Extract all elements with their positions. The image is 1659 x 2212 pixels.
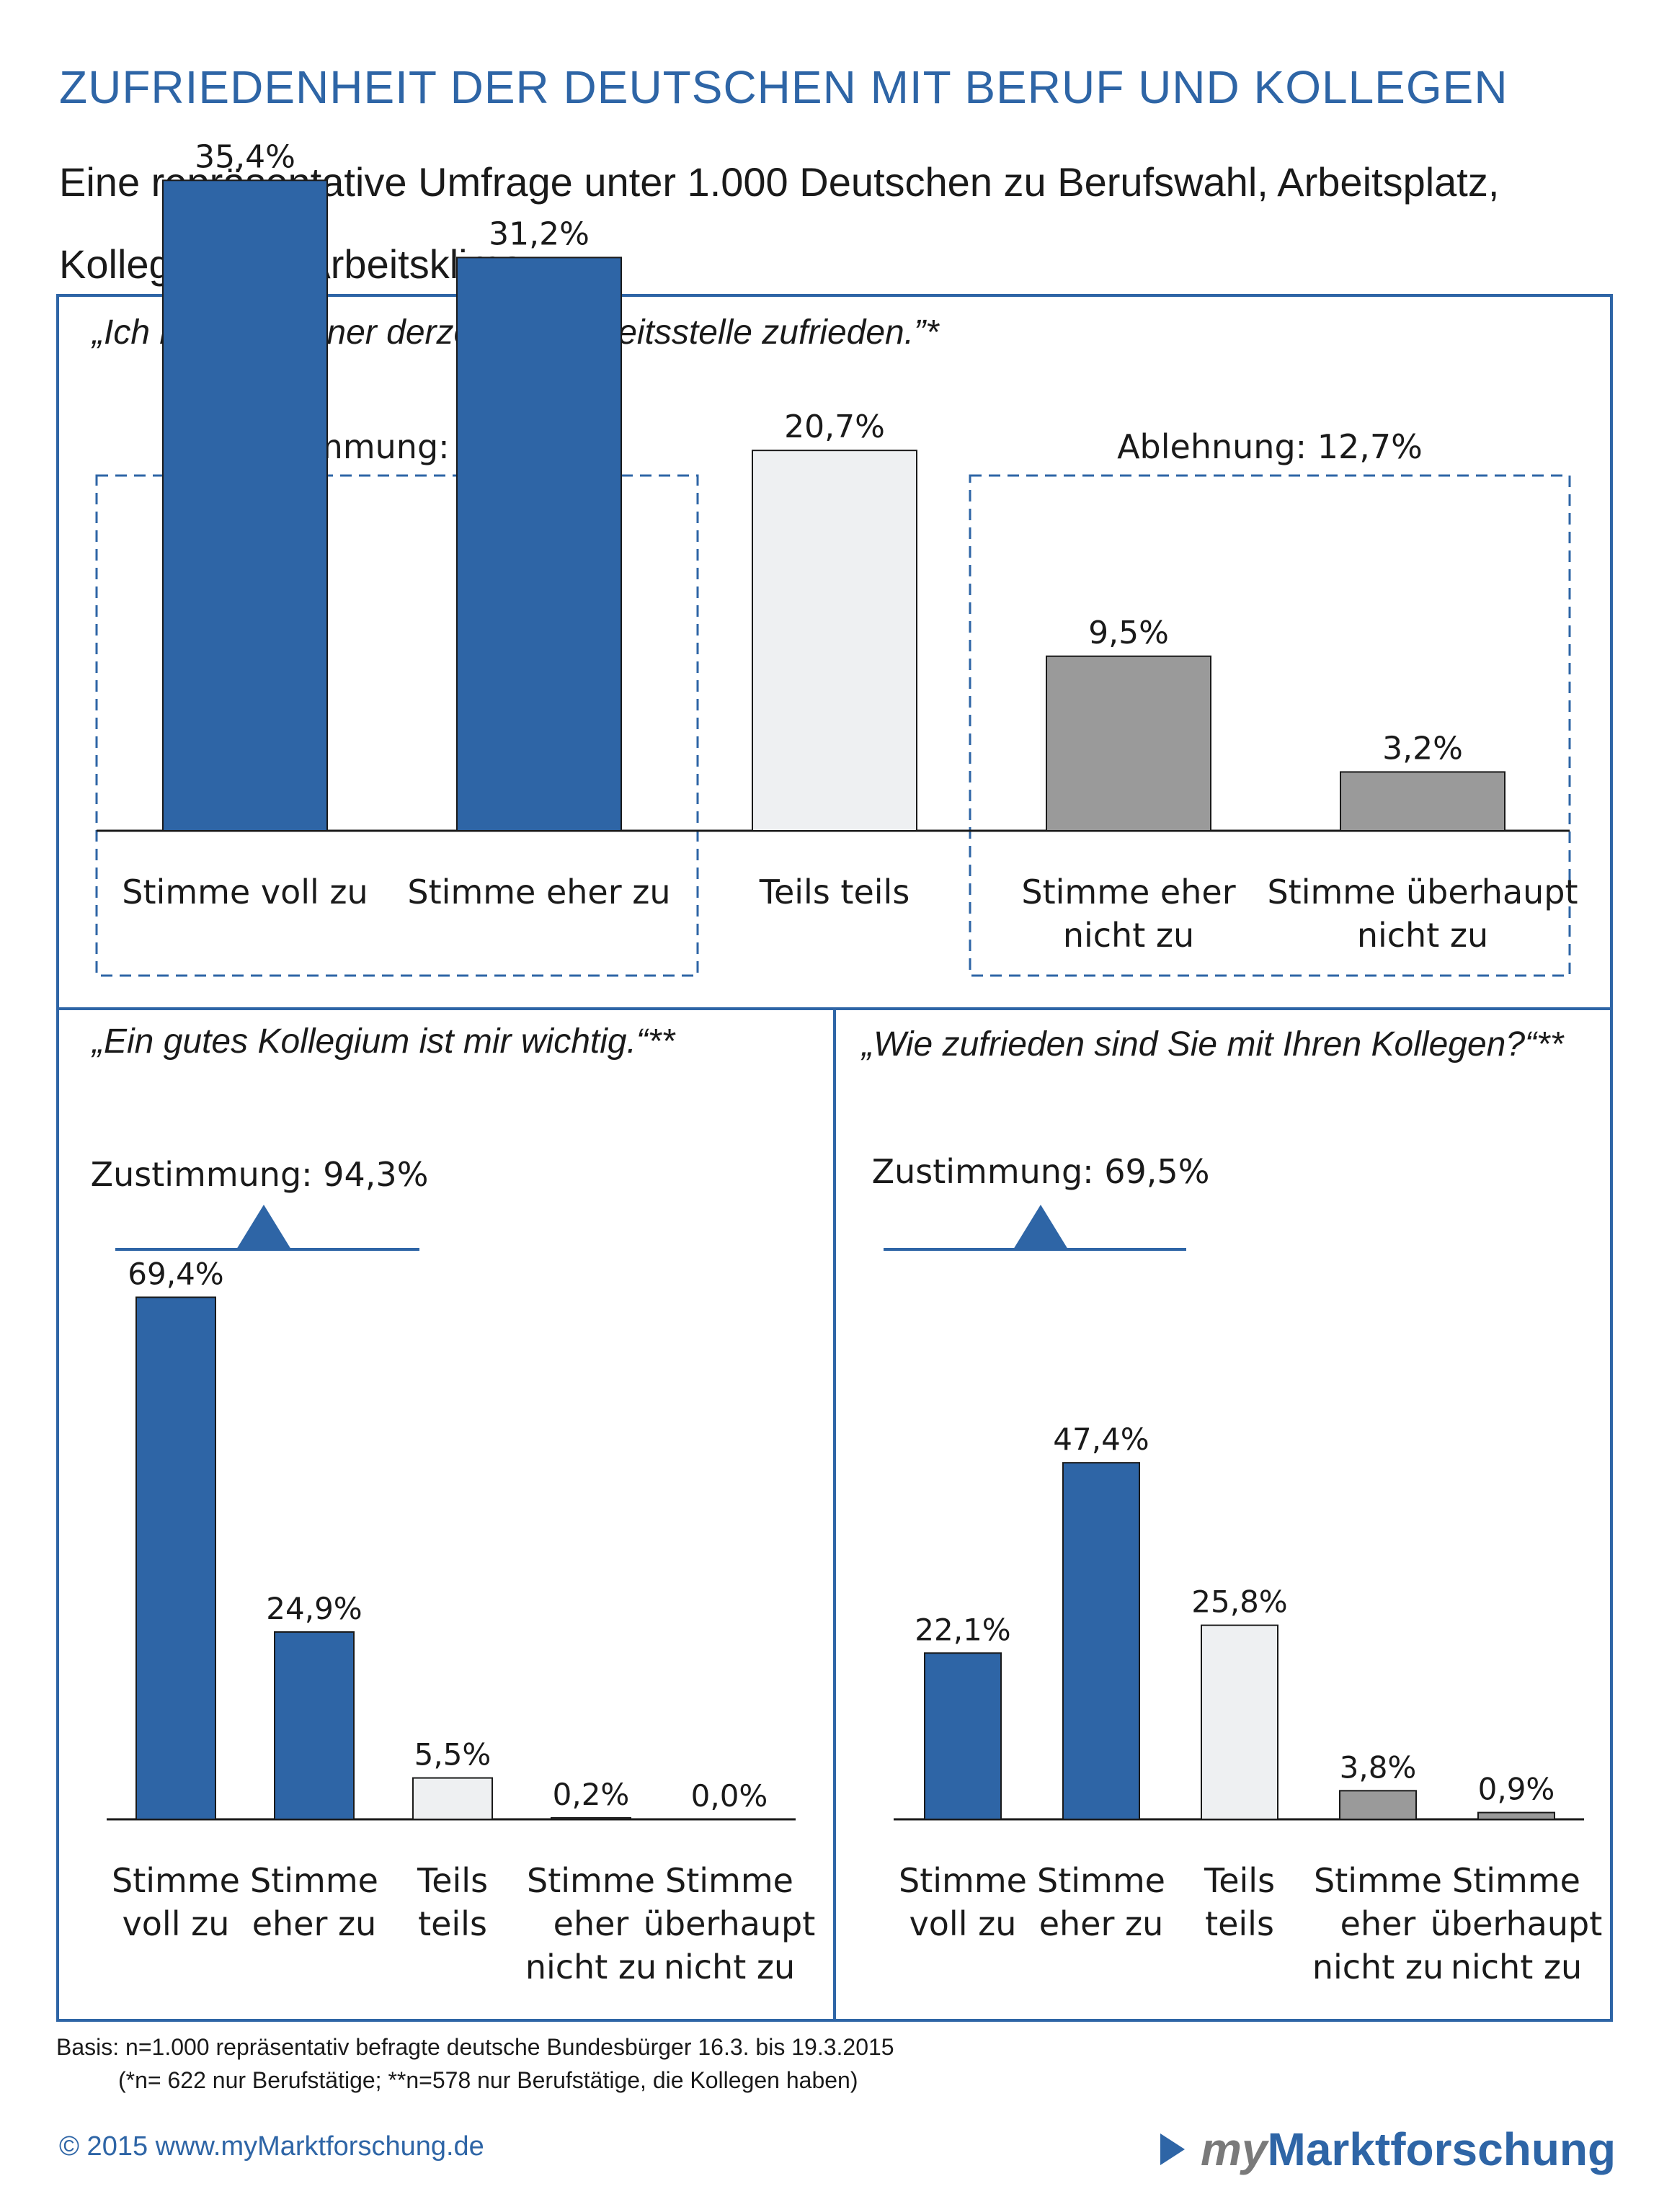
- bar-4: [1340, 771, 1505, 832]
- chart3-colleagues-satisfaction: Zustimmung: 69,5% 22,1% Stimme voll zu 47,4%…: [872, 1152, 1603, 1986]
- category-label-4-2: nicht zu: [664, 1948, 795, 1986]
- category-label-3-0: Stimme eher: [1021, 873, 1235, 911]
- category-label-4-2: nicht zu: [1451, 1948, 1582, 1986]
- category-label-3-2: nicht zu: [1312, 1948, 1444, 1986]
- summary-label: Zustimmung: 94,3%: [91, 1155, 429, 1194]
- chart3-question: „Wie zufrieden sind Sie mit Ihren Kolleg…: [862, 1025, 1564, 1063]
- bar-2: [752, 450, 917, 831]
- bar-0: [162, 179, 328, 832]
- group-label-disagree: Ablehnung: 12,7%: [1117, 427, 1423, 466]
- category-label-4-0: Stimme: [665, 1861, 793, 1900]
- page-title: ZUFRIEDENHEIT DER DEUTSCHEN MIT BERUF UN…: [59, 61, 1508, 113]
- group-box-agree: [95, 474, 699, 977]
- value-label-4: 3,2%: [1382, 730, 1463, 767]
- category-label-1-0: Stimme: [1037, 1861, 1165, 1900]
- panel-divider-vertical: [833, 1007, 836, 2022]
- category-label-2-1: teils: [418, 1904, 487, 1943]
- category-label-0-1: voll zu: [909, 1904, 1017, 1943]
- summary-triangle-marker: [1013, 1205, 1068, 1249]
- value-label-3: 9,5%: [1088, 615, 1169, 651]
- bar-3: [551, 1816, 631, 1821]
- category-label-3-1: eher: [1340, 1904, 1416, 1943]
- category-label-0-1: voll zu: [123, 1904, 230, 1943]
- value-label-3: 3,8%: [1340, 1749, 1417, 1785]
- bar-0: [924, 1652, 1002, 1820]
- bar-3: [1046, 655, 1211, 831]
- category-label-0-0: Stimme voll zu: [122, 873, 368, 911]
- category-label-2-0: Teils: [1204, 1861, 1275, 1900]
- chart1-satisfaction-job: Zustimmung: 66,6% Ablehnung: 12,7%35,4%St…: [95, 138, 1578, 977]
- summary-triangle-marker: [236, 1205, 291, 1249]
- category-label-4-1: überhaupt: [644, 1904, 816, 1943]
- value-label-1: 31,2%: [489, 215, 590, 252]
- value-label-3: 0,2%: [553, 1777, 630, 1812]
- bar-2: [1201, 1624, 1278, 1820]
- chart2-question: „Ein gutes Kollegium ist mir wichtig.“**: [92, 1022, 675, 1061]
- value-label-2: 25,8%: [1191, 1584, 1287, 1620]
- bar-4: [1477, 1811, 1555, 1821]
- category-label-2-0: Teils: [417, 1861, 488, 1900]
- category-label-2-0: Teils teils: [759, 873, 910, 911]
- group-box-disagree: [969, 474, 1571, 977]
- category-label-0-0: Stimme: [899, 1861, 1027, 1900]
- category-label-1-0: Stimme: [250, 1861, 378, 1900]
- value-label-4: 0,9%: [1478, 1772, 1555, 1807]
- bar-1: [274, 1631, 355, 1820]
- category-label-3-2: nicht zu: [525, 1948, 657, 1986]
- brand-logo: my Marktforschung: [1160, 2123, 1616, 2176]
- footnote-basis: Basis: n=1.000 repräsentativ befragte de…: [56, 2030, 894, 2097]
- category-label-1-1: eher zu: [1039, 1904, 1164, 1943]
- bar-1: [1062, 1462, 1140, 1821]
- category-label-1-0: Stimme eher zu: [407, 873, 670, 911]
- bar-0: [135, 1296, 216, 1820]
- value-label-0: 69,4%: [128, 1256, 223, 1291]
- chart2-colleagues-importance: Zustimmung: 94,3% 69,4% Stimme voll zu 24,9%…: [91, 1155, 816, 1986]
- category-label-4-0: Stimme: [1452, 1861, 1580, 1900]
- logo-prefix: my: [1201, 2123, 1268, 2175]
- bar-3: [1339, 1790, 1417, 1820]
- category-label-3-0: Stimme: [1314, 1861, 1442, 1900]
- value-label-0: 35,4%: [195, 138, 295, 175]
- category-label-1-1: eher zu: [252, 1904, 377, 1943]
- value-label-0: 22,1%: [915, 1612, 1010, 1647]
- logo-main: Marktforschung: [1267, 2123, 1616, 2175]
- category-label-4-1: nicht zu: [1357, 916, 1488, 955]
- play-triangle-icon: [1160, 2133, 1185, 2165]
- summary-label: Zustimmung: 69,5%: [872, 1152, 1210, 1191]
- bar-1: [456, 257, 622, 831]
- basis-line-1: Basis: n=1.000 repräsentativ befragte de…: [56, 2034, 894, 2060]
- category-label-0-0: Stimme: [112, 1861, 240, 1900]
- category-label-3-0: Stimme: [527, 1861, 655, 1900]
- category-label-4-1: überhaupt: [1431, 1904, 1603, 1943]
- value-label-1: 24,9%: [266, 1591, 362, 1626]
- category-label-3-1: eher: [553, 1904, 629, 1943]
- copyright-link[interactable]: © 2015 www.myMarktforschung.de: [59, 2131, 484, 2162]
- bar-2: [412, 1777, 493, 1821]
- value-label-1: 47,4%: [1053, 1422, 1149, 1457]
- value-label-2: 20,7%: [784, 409, 885, 445]
- category-label-4-0: Stimme überhaupt: [1267, 873, 1578, 911]
- category-label-2-1: teils: [1205, 1904, 1274, 1943]
- basis-line-2: (*n= 622 nur Berufstätige; **n=578 nur B…: [118, 2067, 858, 2093]
- category-label-3-1: nicht zu: [1063, 916, 1194, 955]
- value-label-4: 0,0%: [691, 1778, 768, 1814]
- value-label-2: 5,5%: [414, 1737, 492, 1772]
